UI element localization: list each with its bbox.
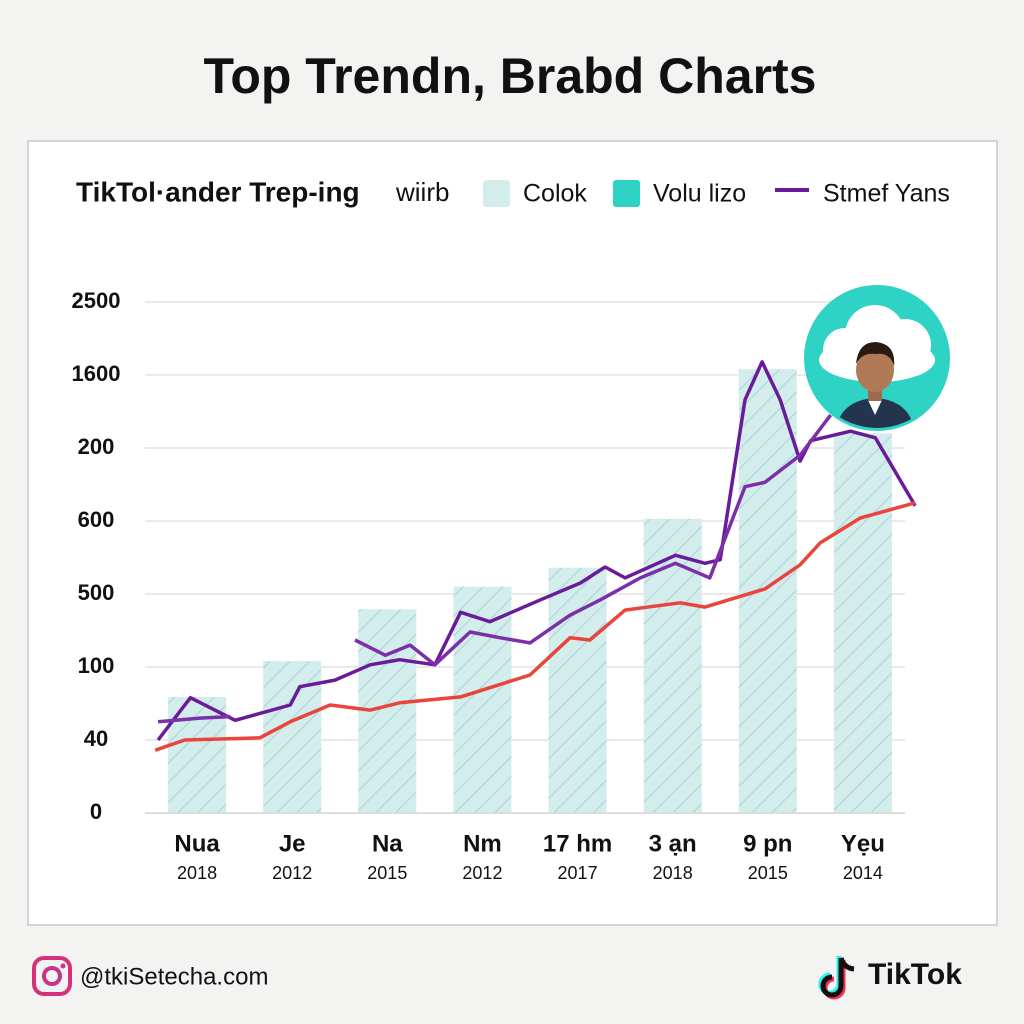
x-tick-sublabel: 2012 [462, 863, 502, 883]
bar [548, 567, 607, 813]
y-tick-label: 200 [78, 434, 115, 459]
y-tick-label: 500 [78, 580, 115, 605]
bar [453, 586, 512, 813]
x-tick-label: Na [372, 830, 403, 857]
y-tick-label: 40 [84, 726, 108, 751]
x-tick-label: 3 ạn [649, 830, 697, 857]
legend-label: Colok [523, 180, 587, 208]
y-tick-label: 2500 [72, 288, 121, 313]
y-tick-label: 600 [78, 507, 115, 532]
bar [833, 433, 892, 813]
legend-swatch [483, 180, 510, 207]
x-tick-sublabel: 2012 [272, 863, 312, 883]
y-tick-label: 100 [78, 653, 115, 678]
line-series [156, 360, 917, 742]
x-tick-label: Je [279, 830, 306, 857]
chart-subtitle: TikTol·ander Trep-ing [76, 176, 360, 207]
footer-handle: @tkiSetecha.com [80, 963, 268, 990]
x-tick-label: Nm [463, 830, 502, 857]
x-tick-sublabel: 2018 [653, 863, 693, 883]
bar [643, 518, 702, 813]
line-series [154, 501, 916, 752]
footer-brand: TikTok [868, 958, 962, 991]
x-tick-sublabel: 2015 [748, 863, 788, 883]
x-tick-label: Yẹu [841, 830, 885, 857]
x-tick-sublabel: 2017 [558, 863, 598, 883]
x-tick-label: 9 pn [743, 830, 792, 857]
x-tick-sublabel: 2018 [177, 863, 217, 883]
y-tick-label: 1600 [72, 361, 121, 386]
avatar [804, 285, 950, 431]
x-tick-sublabel: 2015 [367, 863, 407, 883]
legend-swatch [613, 180, 640, 207]
tiktok-logo [818, 956, 855, 1000]
bar [263, 661, 322, 813]
x-tick-sublabel: 2014 [843, 863, 883, 883]
x-tick-label: Nua [174, 830, 220, 857]
instagram-icon [32, 956, 72, 996]
chart-title: Top Trendn, Brabd Charts [204, 48, 817, 104]
legend-label: Stmef Yans [823, 180, 950, 208]
bar [738, 369, 797, 813]
line-series [157, 414, 832, 724]
y-tick-label: 0 [90, 799, 102, 824]
chart-subtitle-note: wiirb [395, 177, 449, 207]
legend-label: Volu lizo [653, 180, 746, 208]
x-tick-label: 17 hm [543, 830, 612, 857]
